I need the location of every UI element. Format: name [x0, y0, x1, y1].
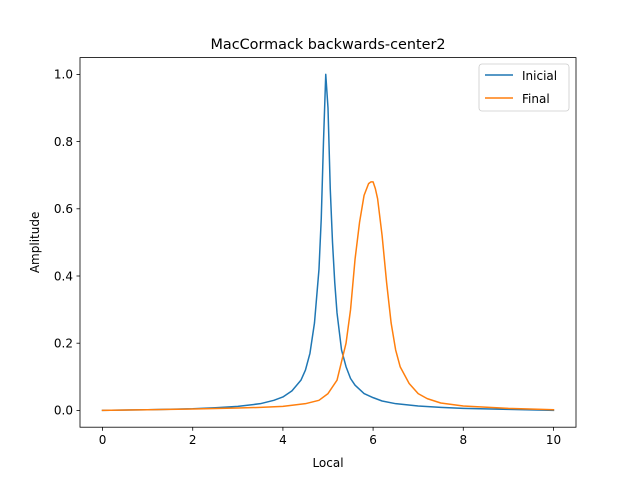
y-tick-label: 0.4	[54, 269, 73, 283]
x-axis: 0 2 4 6 8 10	[99, 427, 561, 447]
plot-area	[101, 73, 555, 412]
y-tick-label: 0.6	[54, 202, 73, 216]
series-line-inicial	[101, 73, 555, 412]
y-tick-label: 1.0	[54, 68, 73, 82]
x-tick-label: 2	[189, 433, 197, 447]
legend-label-final: Final	[522, 92, 550, 106]
series-line-final	[101, 181, 555, 412]
y-axis: 0.0 0.2 0.4 0.6 0.8 1.0	[54, 68, 80, 418]
legend: Inicial Final	[478, 63, 570, 112]
chart-title: MacCormack backwards-center2	[210, 37, 445, 53]
x-tick-label: 8	[459, 433, 467, 447]
x-tick-label: 10	[546, 433, 561, 447]
y-axis-label: Amplitude	[28, 212, 42, 274]
legend-label-inicial: Inicial	[522, 69, 557, 83]
x-axis-label: Local	[312, 456, 343, 470]
y-tick-label: 0.0	[54, 404, 73, 418]
axes-frame	[79, 57, 577, 428]
x-tick-label: 6	[369, 433, 377, 447]
x-tick-label: 4	[279, 433, 287, 447]
x-tick-label: 0	[99, 433, 107, 447]
y-tick-label: 0.2	[54, 337, 73, 351]
y-tick-label: 0.8	[54, 135, 73, 149]
